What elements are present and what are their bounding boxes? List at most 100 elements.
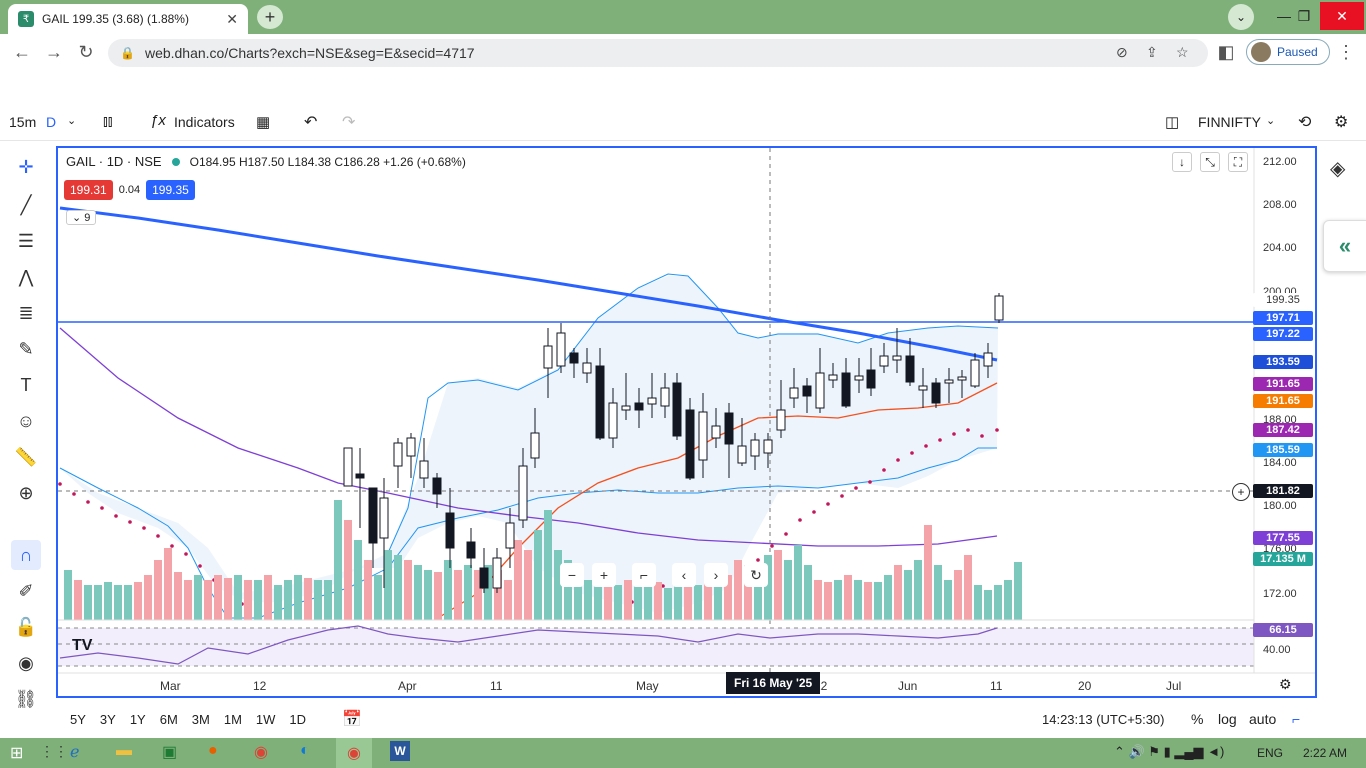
auto-toggle[interactable]: auto (1249, 711, 1277, 727)
reset-chart-icon[interactable]: ↻ (744, 563, 768, 587)
percent-toggle[interactable]: % (1191, 711, 1204, 727)
sar-dot (896, 458, 900, 462)
chevron-down-icon[interactable]: ⌄ (1266, 115, 1276, 127)
add-alert-icon[interactable]: + (1232, 483, 1250, 501)
ask-button[interactable]: 199.35 (146, 180, 195, 200)
range-button[interactable]: 1W (255, 711, 276, 727)
horizontal-lines-icon[interactable]: ☰ (17, 230, 35, 251)
settings-gear-icon[interactable]: ⚙ (1334, 114, 1349, 131)
collapse-icon[interactable]: ⤡ (1200, 152, 1220, 172)
indicators-button[interactable]: Indicators (174, 114, 235, 130)
firefox-icon[interactable]: ● (208, 742, 218, 759)
range-button[interactable]: 1D (289, 711, 307, 727)
menu-kebab-icon[interactable]: ⋮ (1337, 41, 1355, 62)
zoom-in-icon[interactable]: ⊕ (18, 482, 34, 503)
omnibox[interactable]: 🔒 web.dhan.co/Charts?exch=NSE&seg=E&seci… (108, 39, 1208, 67)
chrome-icon[interactable]: ◉ (254, 744, 268, 761)
indicator-collapse-button[interactable]: ⌄ 9 (66, 210, 97, 225)
magnet-icon[interactable]: ∩ (11, 540, 41, 570)
system-tray-icons[interactable]: ⌃ 🔊 ⚑ ▮ ▂▄▆ ◄) (1114, 744, 1225, 759)
indicator-count: 9 (84, 212, 91, 224)
new-tab-button[interactable]: + (257, 5, 283, 29)
zoom-out-icon[interactable]: − (560, 563, 584, 587)
volume-bar (354, 540, 362, 620)
interval-button[interactable]: 15m (9, 114, 37, 130)
range-button[interactable]: 3M (191, 711, 210, 727)
axis-settings-gear-icon[interactable]: ⚙ (1279, 676, 1292, 692)
reset-scale-icon[interactable]: ⌐ (632, 563, 656, 587)
tab-search-icon[interactable]: ⌄ (1228, 4, 1254, 30)
taskbar-clock[interactable]: 2:22 AM (1303, 746, 1348, 760)
close-tab-icon[interactable]: ✕ (226, 10, 238, 27)
trend-line-icon[interactable]: ╱ (20, 194, 32, 215)
time-axis-label: Apr (398, 679, 417, 693)
crosshair-icon[interactable]: ✛ (18, 156, 34, 177)
zoom-in-icon[interactable]: + (592, 563, 616, 587)
calendar-icon[interactable]: 📅 (342, 711, 362, 728)
scroll-down-icon[interactable]: ↓ (1172, 152, 1192, 172)
rsi-line (59, 625, 998, 665)
scroll-right-icon[interactable]: › (704, 563, 728, 587)
star-icon[interactable]: ☆ (1176, 44, 1189, 60)
forward-icon[interactable]: → (45, 41, 63, 62)
chart-canvas[interactable]: TV (58, 148, 1315, 696)
word-icon[interactable]: W (390, 741, 410, 761)
symbol-selector[interactable]: FINNIFTY (1198, 114, 1261, 130)
language-indicator[interactable]: ENG (1257, 746, 1284, 760)
browser-tab[interactable]: ₹ GAIL 199.35 (3.68) (1.88%) ✕ (8, 4, 248, 34)
text-icon[interactable]: T (20, 374, 32, 395)
chart-pane[interactable]: TV GAIL · 1D · NSE O184.95 H187.50 L184.… (56, 146, 1317, 698)
layers-icon[interactable]: ◈ (1330, 158, 1346, 180)
undo-icon[interactable]: ↶ (304, 114, 318, 131)
ie-icon[interactable]: ℯ (70, 744, 80, 761)
redo-icon[interactable]: ↷ (342, 114, 356, 131)
link-icon[interactable]: ⛓ (14, 688, 38, 709)
scale-corner-icon[interactable]: ⌐ (1292, 711, 1301, 727)
excel-icon[interactable]: ▣ (162, 744, 178, 761)
range-button[interactable]: 1M (223, 711, 242, 727)
profile-button[interactable]: Paused (1246, 39, 1330, 65)
log-toggle[interactable]: log (1218, 711, 1237, 727)
pattern-icon[interactable]: ⋀ (18, 266, 34, 287)
replay-icon[interactable]: ⟲ (1298, 114, 1312, 131)
sar-dot (980, 434, 984, 438)
back-icon[interactable]: ← (13, 41, 31, 62)
candles-icon[interactable]: ⫾⫾ (103, 113, 113, 130)
time-axis-label: 11 (490, 679, 503, 693)
maximize-button[interactable]: ❐ (1297, 7, 1311, 24)
range-button[interactable]: 3Y (99, 711, 116, 727)
ruler-icon[interactable]: 📏 (14, 446, 38, 467)
compare-panel-icon[interactable]: ◫ (1165, 114, 1180, 131)
candle-body (505, 522, 515, 549)
range-button[interactable]: 1Y (129, 711, 146, 727)
spread-value: 0.04 (118, 184, 141, 196)
chevron-down-icon[interactable]: ⌄ (67, 115, 77, 127)
scroll-left-icon[interactable]: ‹ (672, 563, 696, 587)
brush-icon[interactable]: ✎ (18, 338, 34, 359)
task-view-icon[interactable]: ⋮⋮ (40, 743, 68, 759)
fullscreen-icon[interactable]: ⛶ (1228, 152, 1248, 172)
layout-grid-icon[interactable]: ▦ (256, 114, 271, 131)
range-button[interactable]: 6M (159, 711, 178, 727)
fib-icon[interactable]: ≣ (18, 302, 34, 323)
volume-bar (734, 560, 742, 620)
emoji-icon[interactable]: ☺ (16, 410, 36, 431)
windows-start-icon[interactable]: ⊞ (10, 745, 24, 762)
share-icon[interactable]: ⇪ (1146, 44, 1158, 60)
range-button[interactable]: 5Y (70, 711, 86, 727)
bid-button[interactable]: 199.31 (64, 180, 113, 200)
interval-d-button[interactable]: D (46, 114, 57, 130)
pencil-lock-icon[interactable]: ✐ (18, 580, 34, 601)
folder-icon[interactable]: ▬ (116, 742, 132, 759)
minimize-button[interactable]: — (1277, 8, 1291, 24)
chrome-active-icon[interactable]: ◉ (336, 738, 372, 768)
side-panel-icon[interactable]: ◧ (1217, 41, 1235, 62)
lock-icon[interactable]: 🔓 (14, 616, 38, 637)
eye-icon[interactable]: ◉ (18, 652, 34, 673)
edge-icon[interactable]: ◐ (300, 742, 310, 759)
symbol-title[interactable]: GAIL · 1D · NSE (66, 154, 162, 169)
reload-icon[interactable]: ↻ (78, 41, 94, 62)
close-window-button[interactable]: ✕ (1320, 2, 1364, 30)
expand-panel-icon[interactable]: « (1323, 220, 1366, 272)
eye-off-icon[interactable]: ⊘ (1116, 44, 1128, 60)
